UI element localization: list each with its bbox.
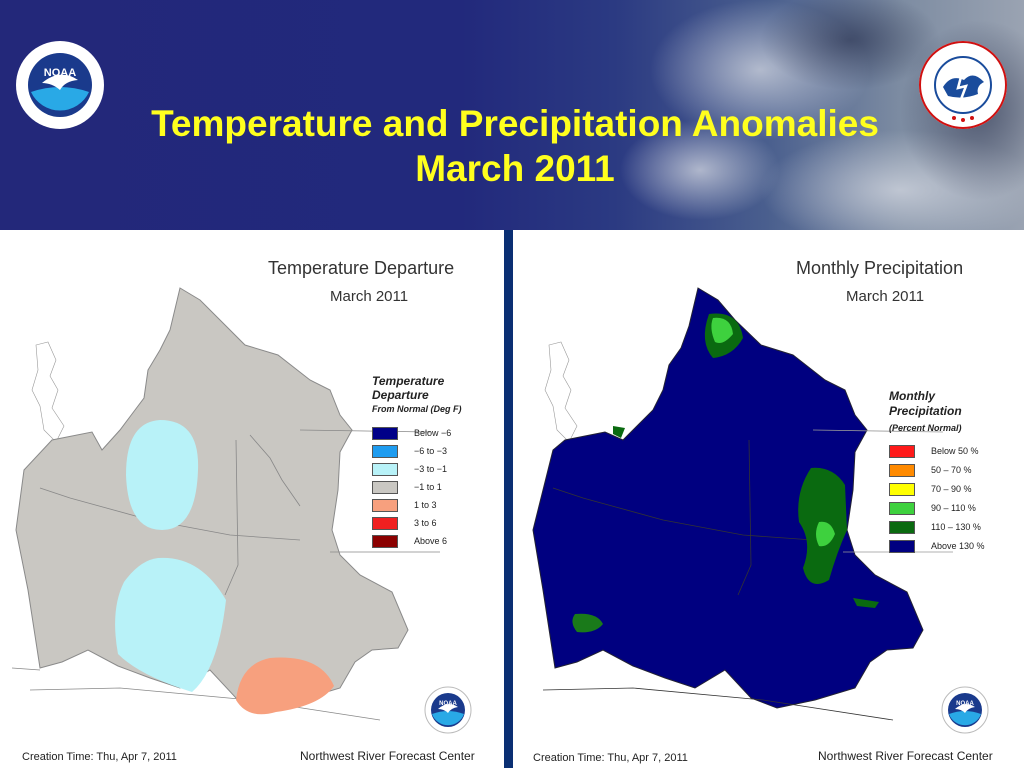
coastline-detail [11,667,41,671]
legend-label: 90 – 110 % [931,503,976,513]
montana-border [249,434,301,507]
noaa-badge-icon: NOAA [941,686,989,739]
legend-swatch [889,483,915,496]
svg-text:NOAA: NOAA [44,67,76,79]
southern-border [29,687,381,721]
legend-label: −6 to −3 [414,446,448,456]
legend-label: Above 130 % [931,541,985,551]
temperature-creation-time: Creation Time: Thu, Apr 7, 2011 [22,751,177,763]
southern-border [542,687,894,721]
temperature-legend-title-1: Temperature [372,374,445,388]
precipitation-map-title: Monthly Precipitation [796,258,964,278]
warm-anomaly-southeast [236,657,334,715]
legend-swatch [372,463,398,476]
wet-area-southeast [853,598,879,608]
legend-swatch [372,427,398,440]
puget-sound-area [31,341,65,443]
legend-label: 70 – 90 % [931,484,972,494]
temperature-legend-note: From Normal (Deg F) [372,404,462,414]
legend-swatch [889,540,915,553]
cool-anomaly-south [115,557,226,692]
svg-text:NOAA: NOAA [439,701,457,707]
wet-area-southwest [572,613,603,633]
precipitation-map-panel: Monthly Precipitation March 2011 Monthly… [513,230,1024,768]
legend-swatch [372,499,398,512]
temperature-legend-title-2: Departure [372,388,429,402]
near-normal-area-north [711,317,733,343]
precipitation-map-date: March 2011 [846,288,925,305]
canada-border [812,429,944,433]
precipitation-legend-title-2: Precipitation [889,404,962,418]
panel-divider [504,230,513,768]
legend-label: 3 to 6 [414,518,437,528]
temperature-map-date: March 2011 [330,288,409,305]
legend-label: 50 – 70 % [931,465,972,475]
legend-label: 110 – 130 % [931,522,981,532]
page-title: Temperature and Precipitation Anomalies [151,103,879,144]
legend-label: Below 50 % [931,446,979,456]
page-subtitle: March 2011 [415,148,615,189]
precipitation-legend-note: (Percent Normal) [889,423,962,433]
precipitation-creation-time: Creation Time: Thu, Apr 7, 2011 [533,752,688,764]
temperature-source-center: Northwest River Forecast Center [300,749,475,763]
legend-swatch [372,517,398,530]
legend-swatch [889,445,915,458]
legend-label: −3 to −1 [414,464,448,474]
temperature-map-panel: Temperature Departure March 2011 Tempera… [0,230,504,768]
idaho-border [224,439,239,596]
noaa-badge-icon: NOAA [424,686,472,739]
svg-text:NOAA: NOAA [956,701,974,707]
cool-anomaly-north [126,420,199,530]
idaho-border [737,439,752,596]
precipitation-map [532,287,953,721]
legend-swatch [372,445,398,458]
precipitation-source-center: Northwest River Forecast Center [818,749,993,763]
canada-border [299,429,431,433]
header-banner: NOAA Temperature and Precipitation Anoma… [0,0,1024,230]
legend-label: Above 6 [414,536,448,546]
puget-sound-area [544,341,578,443]
legend-label: −1 to 1 [414,482,442,492]
legend-swatch [889,464,915,477]
legend-swatch [372,481,398,494]
temperature-map-title: Temperature Departure [268,258,455,278]
noaa-logo: NOAA [15,40,105,135]
temperature-departure-map [11,287,440,721]
legend-label: 1 to 3 [414,500,437,510]
legend-label: Below −6 [414,428,452,438]
or-wa-border [552,487,814,541]
wet-area-coast [613,426,625,438]
nws-logo [918,40,1008,135]
near-normal-area-east [816,521,835,547]
basin-region [532,287,924,709]
legend-swatch [372,535,398,548]
precipitation-legend-title-1: Monthly [889,389,935,403]
legend-swatch [889,502,915,515]
legend-swatch [889,521,915,534]
